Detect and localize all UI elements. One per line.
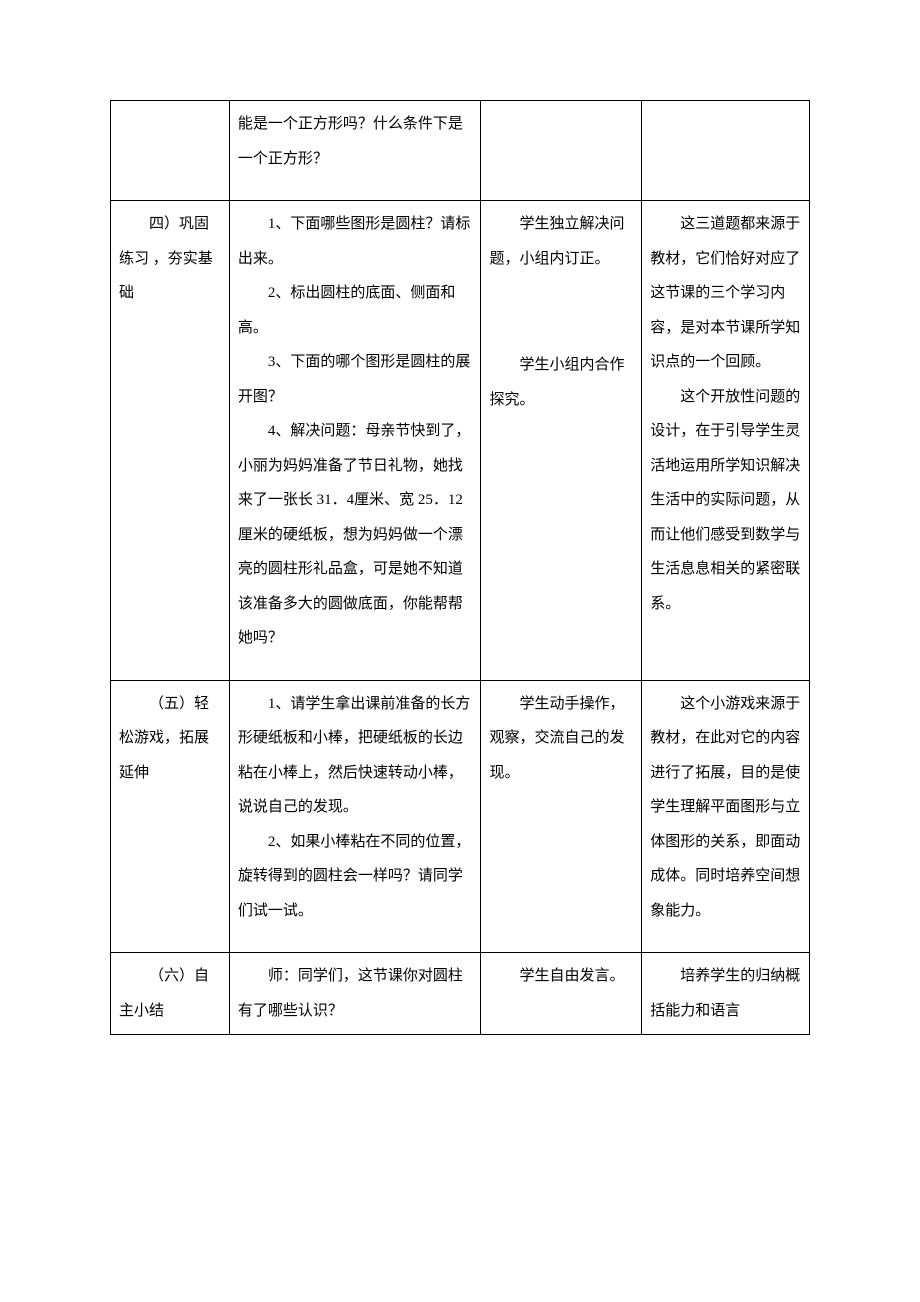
spacer [489,276,633,294]
cell-student-activity [481,101,642,201]
text: 师：同学们，这节课你对圆柱有了哪些认识？ [238,959,473,1028]
cell-design-intent: 这三道题都来源于教材，它们恰好对应了这节课的三个学习内容，是对本节课所学知识点的… [642,201,810,681]
text: 能是一个正方形吗？什么条件下是一个正方形？ [238,107,473,176]
text: 4、解决问题：母亲节快到了，小丽为妈妈准备了节日礼物，她找来了一张长 31．4厘… [238,414,473,656]
table-row: （五）轻松游戏，拓展延伸 1、请学生拿出课前准备的长方形硬纸板和小棒，把硬纸板的… [111,680,810,953]
text: 学生小组内合作探究。 [489,348,633,417]
stage-title: （六）自主小结 [119,959,221,1028]
cell-student-activity: 学生独立解决问题，小组内订正。 学生小组内合作探究。 [481,201,642,681]
cell-stage: 四）巩固练习 ，夯实基础 [111,201,230,681]
stage-title: 四）巩固练习 ，夯实基础 [119,207,221,311]
cell-student-activity: 学生自由发言。 [481,953,642,1035]
document-page: 能是一个正方形吗？什么条件下是一个正方形？ 四）巩固练习 ，夯实基础 1、下面哪… [0,0,920,1095]
table-row: 四）巩固练习 ，夯实基础 1、下面哪些图形是圆柱？请标出来。 2、标出圆柱的底面… [111,201,810,681]
cell-stage: （六）自主小结 [111,953,230,1035]
table-row: 能是一个正方形吗？什么条件下是一个正方形？ [111,101,810,201]
text: 2、如果小棒粘在不同的位置，旋转得到的圆柱会一样吗？请同学们试一试。 [238,825,473,929]
text: 3、下面的哪个图形是圆柱的展开图？ [238,345,473,414]
table-row: （六）自主小结 师：同学们，这节课你对圆柱有了哪些认识？ 学生自由发言。 培养学… [111,953,810,1035]
spacer [489,330,633,348]
text: 这三道题都来源于教材，它们恰好对应了这节课的三个学习内容，是对本节课所学知识点的… [650,207,801,380]
text: 这个开放性问题的设计，在于引导学生灵活地运用所学知识解决生活中的实际问题，从而让… [650,380,801,622]
spacer [489,294,633,312]
spacer [489,312,633,330]
spacer [238,928,473,946]
text: 这个小游戏来源于教材，在此对它的内容进行了拓展，目的是使学生理解平面图形与立体图… [650,687,801,929]
cell-teacher-activity: 1、下面哪些图形是圆柱？请标出来。 2、标出圆柱的底面、侧面和高。 3、下面的哪… [229,201,481,681]
cell-teacher-activity: 师：同学们，这节课你对圆柱有了哪些认识？ [229,953,481,1035]
cell-teacher-activity: 能是一个正方形吗？什么条件下是一个正方形？ [229,101,481,201]
text: 学生动手操作，观察，交流自己的发现。 [489,687,633,791]
cell-design-intent [642,101,810,201]
stage-title: （五）轻松游戏，拓展延伸 [119,687,221,791]
cell-stage: （五）轻松游戏，拓展延伸 [111,680,230,953]
lesson-plan-table: 能是一个正方形吗？什么条件下是一个正方形？ 四）巩固练习 ，夯实基础 1、下面哪… [110,100,810,1035]
text: 1、下面哪些图形是圆柱？请标出来。 [238,207,473,276]
spacer [238,656,473,674]
cell-design-intent: 培养学生的归纳概括能力和语言 [642,953,810,1035]
text: 学生独立解决问题，小组内订正。 [489,207,633,276]
cell-stage [111,101,230,201]
text: 学生自由发言。 [489,959,633,994]
text: 2、标出圆柱的底面、侧面和高。 [238,276,473,345]
text: 1、请学生拿出课前准备的长方形硬纸板和小棒，把硬纸板的长边粘在小棒上，然后快速转… [238,687,473,825]
cell-teacher-activity: 1、请学生拿出课前准备的长方形硬纸板和小棒，把硬纸板的长边粘在小棒上，然后快速转… [229,680,481,953]
cell-design-intent: 这个小游戏来源于教材，在此对它的内容进行了拓展，目的是使学生理解平面图形与立体图… [642,680,810,953]
spacer [238,176,473,194]
text: 培养学生的归纳概括能力和语言 [650,959,801,1028]
cell-student-activity: 学生动手操作，观察，交流自己的发现。 [481,680,642,953]
